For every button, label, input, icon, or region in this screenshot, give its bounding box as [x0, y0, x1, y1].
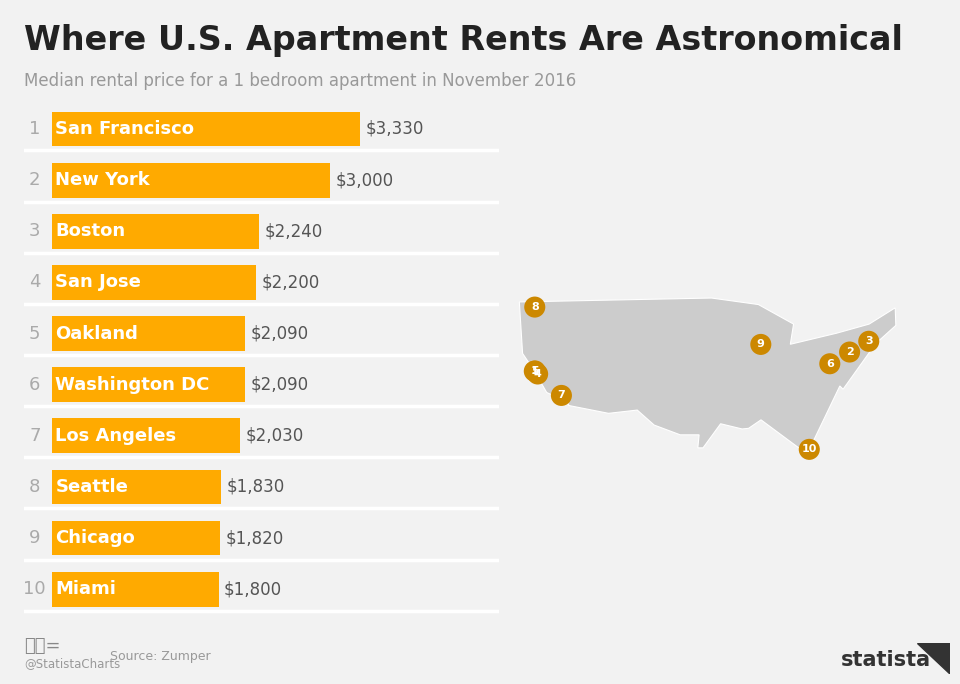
Text: Miami: Miami: [56, 580, 116, 598]
Text: Washington DC: Washington DC: [56, 376, 210, 394]
Text: Oakland: Oakland: [56, 324, 138, 343]
Bar: [52, 214, 259, 249]
Text: 10: 10: [802, 445, 817, 454]
Bar: [52, 316, 246, 351]
Text: Seattle: Seattle: [56, 478, 129, 496]
Bar: [52, 419, 240, 453]
Point: [754, 339, 769, 350]
Text: statista: statista: [841, 650, 931, 670]
Text: 7: 7: [29, 427, 40, 445]
Text: 6: 6: [29, 376, 40, 394]
Polygon shape: [917, 643, 950, 674]
Text: $1,830: $1,830: [227, 478, 285, 496]
Text: San Francisco: San Francisco: [56, 120, 195, 138]
Text: @StatistaCharts: @StatistaCharts: [24, 657, 120, 670]
Text: 2: 2: [846, 347, 853, 357]
Text: Median rental price for a 1 bedroom apartment in November 2016: Median rental price for a 1 bedroom apar…: [24, 72, 576, 90]
Bar: [52, 265, 255, 300]
Text: New York: New York: [56, 171, 150, 189]
Polygon shape: [519, 298, 896, 453]
Point: [861, 336, 876, 347]
Bar: [52, 572, 219, 607]
Text: $1,820: $1,820: [226, 529, 284, 547]
Text: 1: 1: [531, 366, 539, 376]
Point: [527, 302, 542, 313]
Text: 1: 1: [29, 120, 40, 138]
Text: $1,800: $1,800: [224, 580, 282, 598]
Text: 7: 7: [558, 391, 565, 400]
Text: 4: 4: [534, 369, 541, 379]
Point: [527, 365, 542, 376]
Text: $3,330: $3,330: [366, 120, 424, 138]
Text: $2,240: $2,240: [265, 222, 324, 240]
Text: 2: 2: [29, 171, 40, 189]
Text: 9: 9: [29, 529, 40, 547]
Text: $2,200: $2,200: [261, 274, 320, 291]
Text: $2,090: $2,090: [251, 324, 309, 343]
Text: 5: 5: [531, 366, 539, 376]
Text: $3,000: $3,000: [335, 171, 394, 189]
Text: Los Angeles: Los Angeles: [56, 427, 177, 445]
Text: 3: 3: [865, 337, 873, 346]
Text: $2,030: $2,030: [246, 427, 303, 445]
Text: 10: 10: [23, 580, 46, 598]
Bar: [52, 163, 330, 198]
Text: 4: 4: [29, 274, 40, 291]
Text: San Jose: San Jose: [56, 274, 141, 291]
Point: [822, 358, 837, 369]
Text: Chicago: Chicago: [56, 529, 135, 547]
Text: 8: 8: [531, 302, 539, 312]
Text: ⒸⒾ=: ⒸⒾ=: [24, 637, 60, 655]
Bar: [52, 111, 360, 146]
Text: Boston: Boston: [56, 222, 126, 240]
Bar: [52, 521, 221, 555]
Text: 3: 3: [29, 222, 40, 240]
Bar: [52, 469, 222, 504]
Text: 8: 8: [29, 478, 40, 496]
Point: [554, 390, 569, 401]
Text: Source: Zumper: Source: Zumper: [110, 650, 211, 663]
Text: Where U.S. Apartment Rents Are Astronomical: Where U.S. Apartment Rents Are Astronomi…: [24, 24, 902, 57]
Point: [527, 366, 542, 377]
Text: 9: 9: [756, 339, 765, 350]
Text: $2,090: $2,090: [251, 376, 309, 394]
Point: [530, 369, 545, 380]
Point: [842, 347, 857, 358]
Point: [802, 444, 817, 455]
Bar: [52, 367, 246, 402]
Text: 6: 6: [826, 358, 833, 369]
Text: 5: 5: [29, 324, 40, 343]
